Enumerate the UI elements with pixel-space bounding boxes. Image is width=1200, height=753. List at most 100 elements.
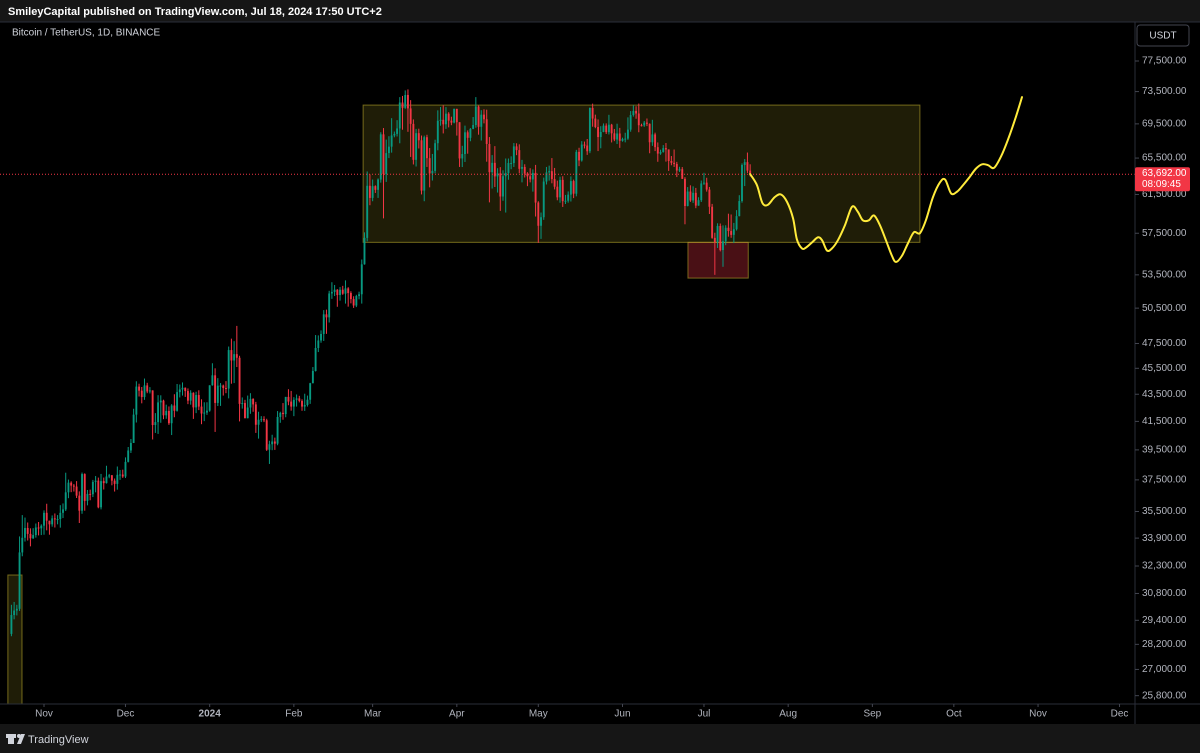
candle-body — [711, 206, 714, 238]
candle-body — [162, 400, 165, 416]
candle-body — [624, 138, 627, 140]
candle-body — [512, 146, 515, 164]
y-tick-label: 65,500.00 — [1142, 153, 1187, 164]
plot-area — [0, 89, 1135, 704]
candle-body — [637, 113, 640, 126]
y-tick-label: 41,500.00 — [1142, 416, 1187, 427]
candle-body — [121, 474, 124, 477]
candle-body — [146, 385, 149, 392]
candle-body — [548, 171, 551, 173]
candle-body — [377, 179, 380, 190]
candle-body — [129, 442, 132, 451]
candle-body — [290, 401, 293, 407]
candle-body — [309, 383, 312, 400]
x-tick-label: Dec — [117, 709, 135, 720]
candle-body — [732, 229, 735, 235]
y-tick-label: 73,500.00 — [1142, 86, 1187, 97]
candle-body — [26, 527, 29, 534]
candle-body — [32, 535, 35, 539]
candle-body — [154, 422, 157, 426]
candle-body — [83, 474, 86, 501]
candle-body — [325, 314, 328, 318]
candle-body — [385, 153, 388, 174]
candle-body — [21, 537, 24, 553]
candle-body — [694, 192, 697, 206]
candle-body — [105, 476, 108, 484]
candle-body — [553, 179, 556, 187]
candle-body — [597, 127, 600, 138]
candle-body — [534, 172, 537, 203]
candle-body — [651, 134, 654, 143]
x-tick-label: Feb — [285, 709, 303, 720]
candle-body — [238, 357, 241, 404]
candle-body — [333, 289, 336, 292]
candle-body — [621, 138, 624, 141]
candle-body — [477, 106, 480, 127]
candle-body — [496, 173, 499, 177]
candle-body — [602, 125, 605, 132]
candle-body — [18, 552, 21, 609]
candle-body — [206, 410, 208, 413]
candle-body — [143, 385, 146, 398]
candle-body — [738, 201, 741, 217]
candle-body — [401, 102, 404, 108]
candle-body — [499, 173, 502, 197]
y-tick-label: 61,500.00 — [1142, 189, 1187, 200]
candle-body — [537, 202, 540, 226]
candle-body — [447, 113, 450, 121]
candle-body — [578, 151, 580, 161]
candle-body — [159, 400, 162, 403]
candle-body — [569, 181, 572, 195]
candle-body — [556, 186, 559, 198]
candle-body — [10, 615, 13, 634]
candle-body — [529, 176, 532, 180]
axes: 77,500.00 73,500.00 69,500.00 65,500.00 61,5… — [35, 56, 1190, 720]
candle-body — [368, 185, 371, 198]
candle-body — [51, 518, 54, 525]
candle-body — [526, 173, 529, 177]
y-tick-label: 29,400.00 — [1142, 615, 1187, 626]
candle-body — [45, 512, 48, 521]
candle-body — [62, 509, 64, 513]
candle-body — [382, 134, 385, 174]
candle-body — [613, 133, 616, 140]
candle-body — [518, 150, 521, 169]
candle-body — [360, 264, 363, 295]
candle-body — [355, 296, 358, 306]
candle-body — [665, 148, 667, 150]
candle-body — [472, 125, 475, 129]
candle-body — [227, 350, 230, 389]
candle-body — [43, 512, 45, 526]
candle-body — [132, 414, 135, 443]
currency-button[interactable] — [1136, 24, 1190, 47]
candle-body — [387, 146, 390, 154]
candle-body — [235, 354, 238, 358]
candle-body — [700, 183, 703, 201]
candle-body — [727, 227, 730, 232]
candle-body — [673, 162, 676, 165]
candle-body — [279, 412, 282, 417]
candle-body — [396, 128, 399, 134]
candle-body — [681, 169, 684, 179]
candle-body — [219, 385, 222, 387]
candle-body — [521, 166, 523, 169]
candle-body — [656, 147, 659, 154]
candle-body — [260, 419, 263, 421]
last-price-label: 63,692.00 — [1142, 168, 1187, 179]
candle-body — [78, 495, 81, 511]
candle-body — [265, 420, 268, 450]
candle-body — [483, 114, 485, 120]
candle-body — [86, 493, 89, 501]
y-tick-label: 43,500.00 — [1142, 389, 1187, 400]
candle-body — [282, 412, 284, 415]
candle-body — [124, 461, 127, 477]
candle-body — [200, 406, 203, 414]
candle-body — [328, 293, 331, 318]
candle-body — [306, 399, 309, 405]
candle-body — [393, 133, 396, 136]
candle-body — [371, 186, 374, 198]
candle-body — [181, 387, 184, 390]
